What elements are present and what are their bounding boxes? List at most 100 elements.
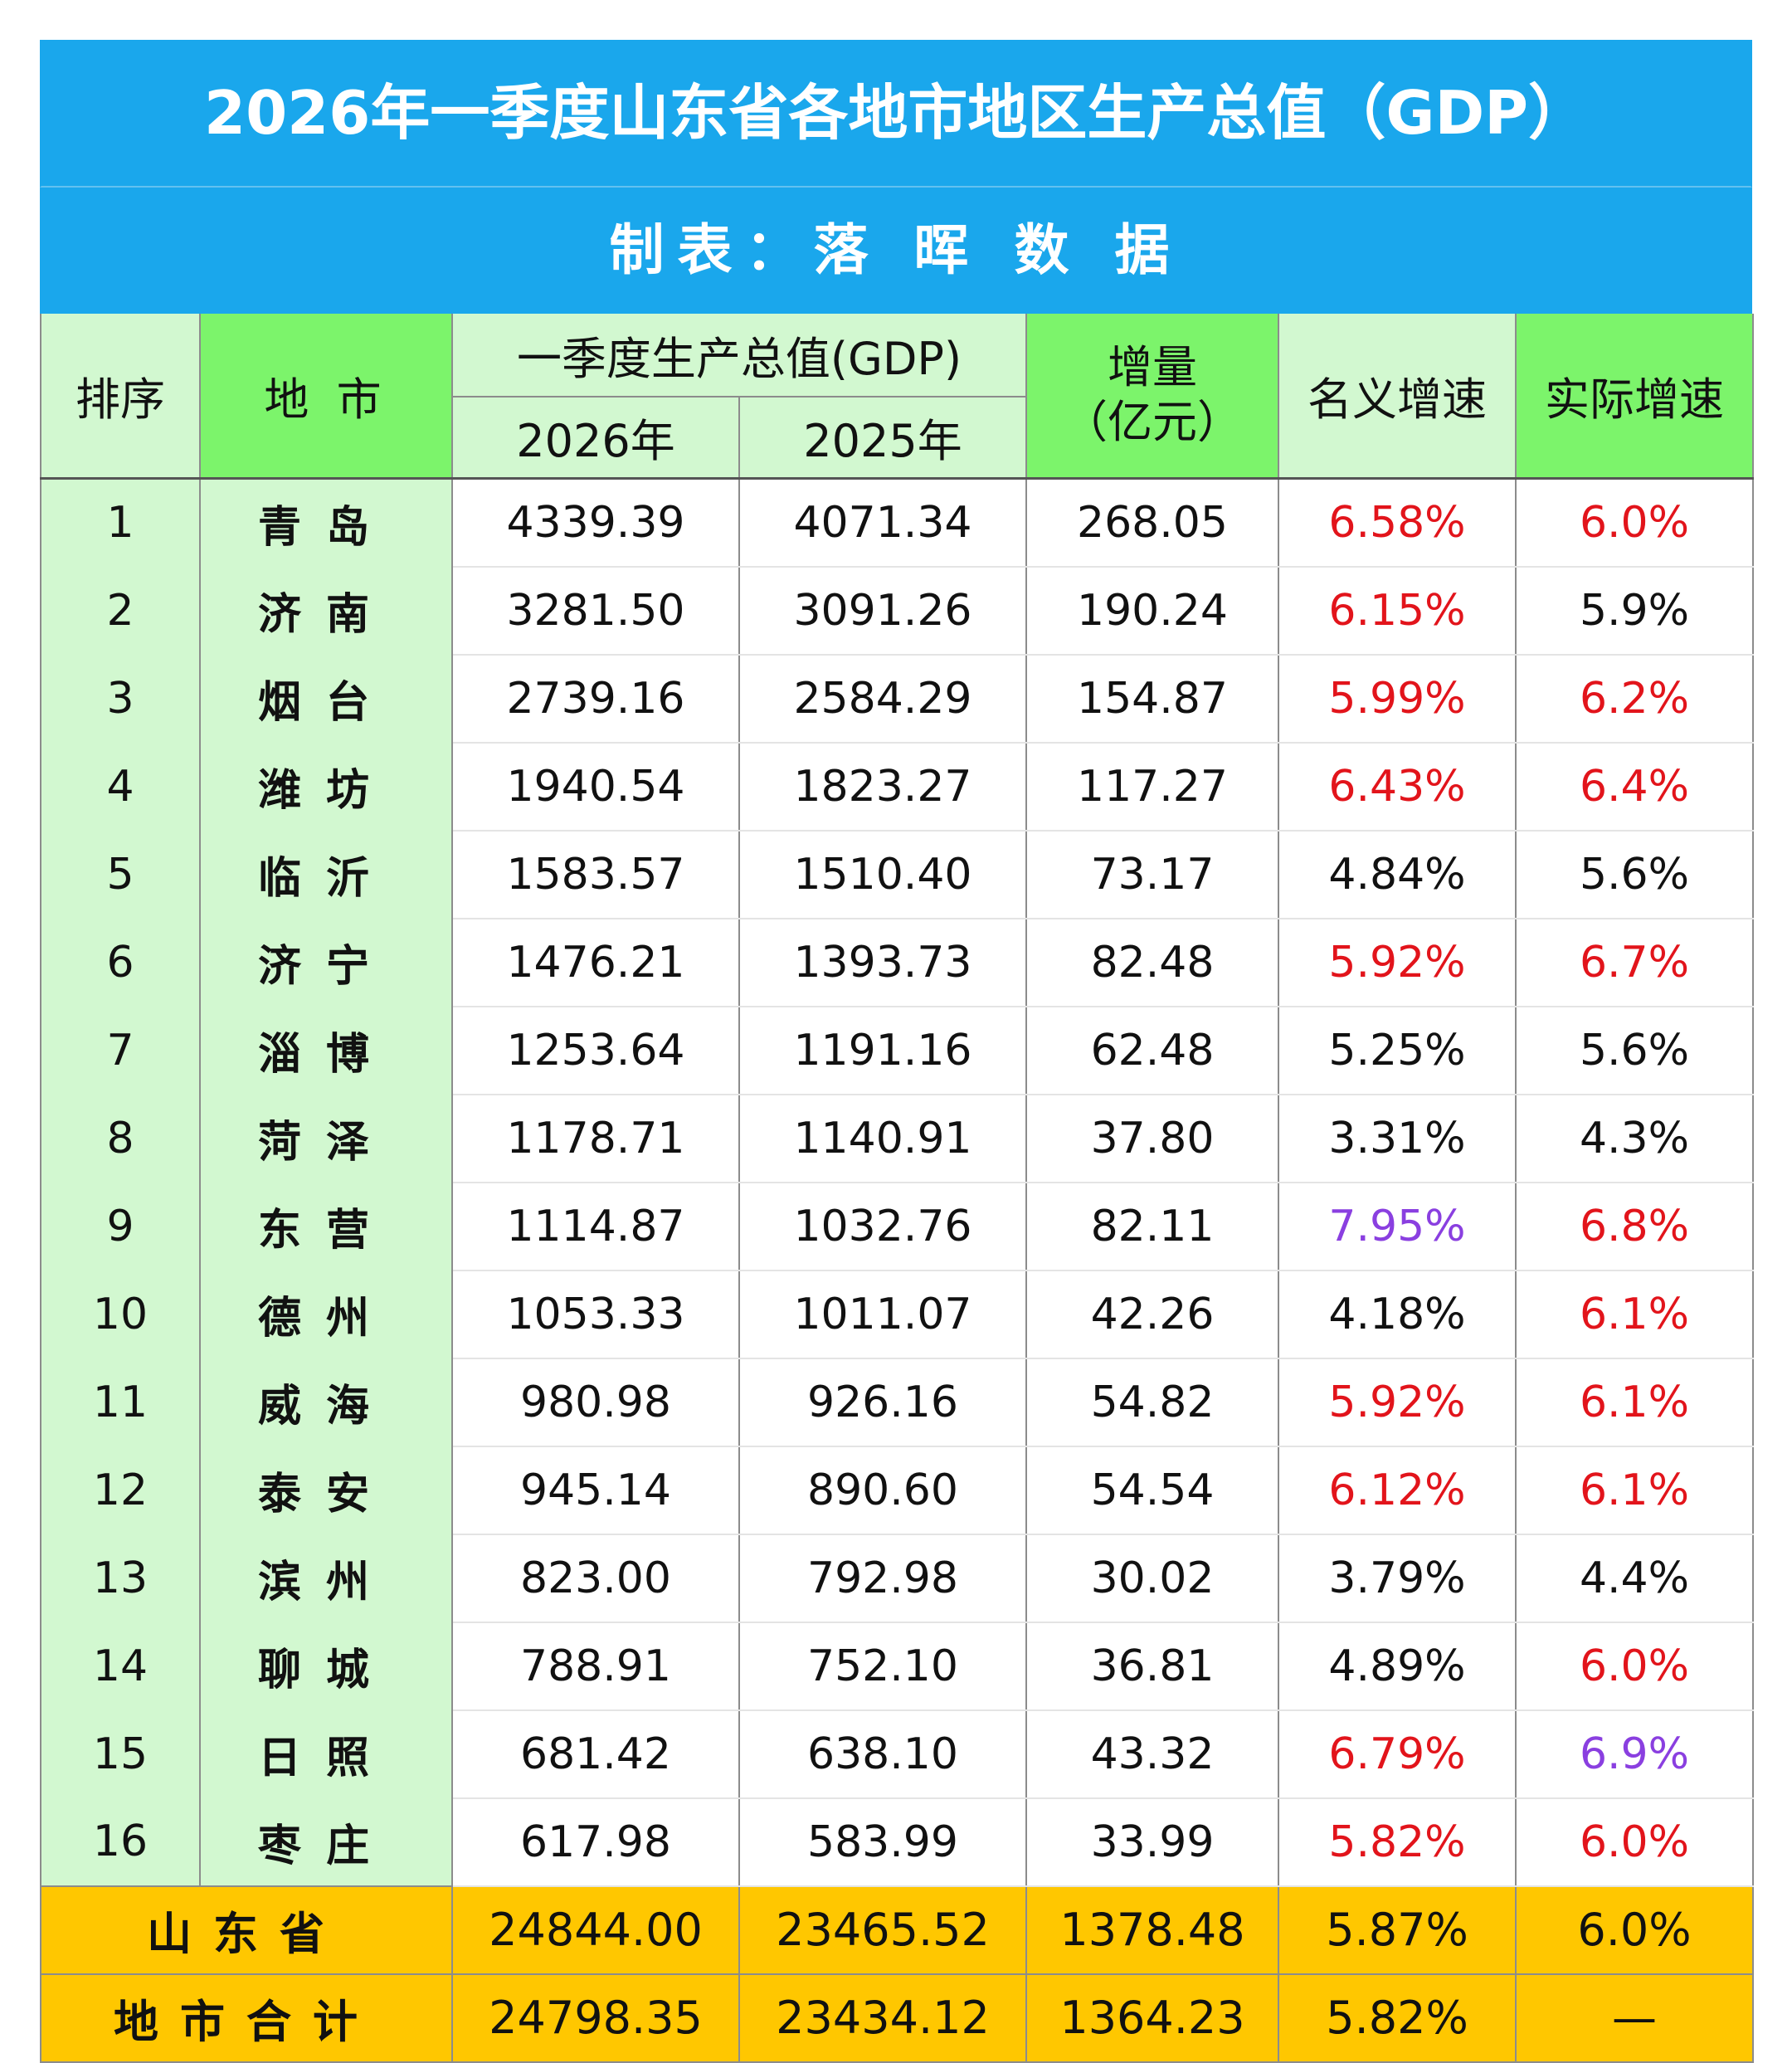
city-cell: 日照 [199,1709,453,1798]
gdp-2026-cell: 1940.54 [451,742,740,832]
table-row: 7 淄博 1253.64 1191.16 62.48 5.25% 5.6% [40,1006,1754,1095]
rank-cell: 8 [40,1094,201,1183]
table-row: 9 东营 1114.87 1032.76 82.11 7.95% 6.8% [40,1182,1754,1271]
header-rank: 排序 [40,314,201,480]
increase-cell: 82.11 [1025,1182,1279,1271]
table-row: 8 菏泽 1178.71 1140.91 37.80 3.31% 4.3% [40,1094,1754,1183]
gdp-2025-cell: 638.10 [738,1709,1027,1799]
increase-cell: 36.81 [1025,1622,1279,1711]
table-row: 12 泰安 945.14 890.60 54.54 6.12% 6.1% [40,1446,1754,1535]
total-real-growth: — [1515,1973,1754,2063]
gdp-2025-cell: 890.60 [738,1446,1027,1535]
increase-cell: 37.80 [1025,1094,1279,1183]
total-increase: 1378.48 [1025,1885,1279,1975]
gdp-2025-cell: 4071.34 [738,478,1027,568]
header-gdp-group: 一季度生产总值(GDP) [451,314,1027,397]
total-gdp-2026: 24844.00 [451,1885,740,1975]
table-row: 16 枣庄 617.98 583.99 33.99 5.82% 6.0% [40,1797,1754,1887]
gdp-2025-cell: 752.10 [738,1622,1027,1711]
nominal-growth-cell: 6.58% [1278,478,1517,568]
rank-cell: 11 [40,1358,201,1446]
table-row: 3 烟台 2739.16 2584.29 154.87 5.99% 6.2% [40,654,1754,744]
increase-cell: 42.26 [1025,1270,1279,1359]
page-subtitle: 制表：落 晖 数 据 [40,188,1752,314]
real-growth-cell: 6.1% [1515,1446,1754,1535]
gdp-2026-cell: 617.98 [451,1797,740,1887]
real-growth-cell: 6.4% [1515,742,1754,832]
gdp-2025-cell: 583.99 [738,1797,1027,1887]
nominal-growth-cell: 6.12% [1278,1446,1517,1535]
rank-cell: 14 [40,1622,201,1710]
rank-cell: 10 [40,1270,201,1358]
header-real-growth: 实际增速 [1515,314,1754,480]
table-totals: 山东省 24844.00 23465.52 1378.48 5.87% 6.0% 地市合计 2… [40,1885,1754,2063]
city-cell: 德州 [199,1270,453,1358]
real-growth-cell: 5.6% [1515,830,1754,919]
rank-cell: 7 [40,1006,201,1095]
total-nominal-growth: 5.87% [1278,1885,1517,1975]
rank-cell: 1 [40,478,201,567]
real-growth-cell: 6.0% [1515,1622,1754,1711]
table-row: 6 济宁 1476.21 1393.73 82.48 5.92% 6.7% [40,918,1754,1007]
header-increase: 增量 （亿元） [1025,314,1279,480]
city-cell: 潍坊 [199,742,453,831]
table-row: 4 潍坊 1940.54 1823.27 117.27 6.43% 6.4% [40,742,1754,832]
total-row: 山东省 24844.00 23465.52 1378.48 5.87% 6.0% [40,1885,1754,1975]
nominal-growth-cell: 5.25% [1278,1006,1517,1095]
total-real-growth: 6.0% [1515,1885,1754,1975]
gdp-2025-cell: 1011.07 [738,1270,1027,1359]
nominal-growth-cell: 5.92% [1278,1358,1517,1447]
rank-cell: 2 [40,566,201,655]
rank-cell: 16 [40,1797,201,1886]
increase-cell: 43.32 [1025,1709,1279,1799]
gdp-2026-cell: 1114.87 [451,1182,740,1271]
gdp-2026-cell: 1178.71 [451,1094,740,1183]
nominal-growth-cell: 4.18% [1278,1270,1517,1359]
table-row: 1 青岛 4339.39 4071.34 268.05 6.58% 6.0% [40,478,1754,568]
increase-cell: 82.48 [1025,918,1279,1007]
total-increase: 1364.23 [1025,1973,1279,2063]
increase-cell: 62.48 [1025,1006,1279,1095]
gdp-2026-cell: 4339.39 [451,478,740,568]
city-cell: 青岛 [199,478,453,567]
city-cell: 淄博 [199,1006,453,1095]
city-cell: 济宁 [199,918,453,1007]
gdp-2025-cell: 792.98 [738,1534,1027,1623]
total-label: 山东省 [40,1885,453,1975]
nominal-growth-cell: 6.43% [1278,742,1517,832]
gdp-2025-cell: 926.16 [738,1358,1027,1447]
table-row: 11 威海 980.98 926.16 54.82 5.92% 6.1% [40,1358,1754,1447]
rank-cell: 9 [40,1182,201,1270]
real-growth-cell: 6.8% [1515,1182,1754,1271]
table-row: 2 济南 3281.50 3091.26 190.24 6.15% 5.9% [40,566,1754,656]
gdp-2025-cell: 1140.91 [738,1094,1027,1183]
real-growth-cell: 4.4% [1515,1534,1754,1623]
total-label: 地市合计 [40,1973,453,2063]
nominal-growth-cell: 7.95% [1278,1182,1517,1271]
increase-cell: 33.99 [1025,1797,1279,1887]
city-cell: 滨州 [199,1534,453,1622]
city-cell: 东营 [199,1182,453,1270]
city-cell: 枣庄 [199,1797,453,1886]
table-body: 1 青岛 4339.39 4071.34 268.05 6.58% 6.0% 2 济南 3281.… [40,478,1754,1887]
header-year-2025: 2025年 [738,396,1027,480]
increase-cell: 190.24 [1025,566,1279,656]
table-header: 排序 地 市 一季度生产总值(GDP) 增量 （亿元） 名义增速 实际增速 20… [40,314,1754,480]
real-growth-cell: 6.1% [1515,1270,1754,1359]
gdp-2025-cell: 3091.26 [738,566,1027,656]
table-row: 10 德州 1053.33 1011.07 42.26 4.18% 6.1% [40,1270,1754,1359]
city-cell: 烟台 [199,654,453,743]
header-increase-line2: （亿元） [1063,396,1242,449]
total-nominal-growth: 5.82% [1278,1973,1517,2063]
increase-cell: 154.87 [1025,654,1279,744]
real-growth-cell: 5.6% [1515,1006,1754,1095]
rank-cell: 12 [40,1446,201,1534]
gdp-2026-cell: 1476.21 [451,918,740,1007]
rank-cell: 5 [40,830,201,919]
gdp-2026-cell: 823.00 [451,1534,740,1623]
gdp-2026-cell: 1053.33 [451,1270,740,1359]
city-cell: 济南 [199,566,453,655]
total-row: 地市合计 24798.35 23434.12 1364.23 5.82% — [40,1973,1754,2063]
gdp-2026-cell: 980.98 [451,1358,740,1447]
city-cell: 聊城 [199,1622,453,1710]
